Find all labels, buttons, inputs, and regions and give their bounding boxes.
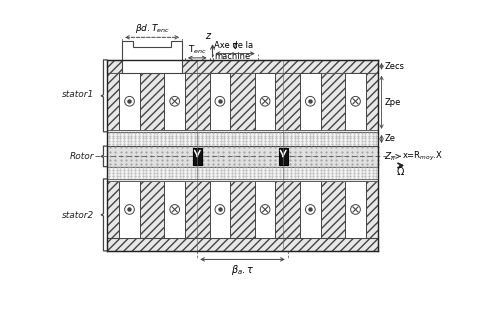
Bar	[209, 181, 230, 238]
Bar	[345, 181, 365, 238]
Bar	[254, 181, 275, 238]
Text: stator1: stator1	[61, 90, 94, 99]
Text: $\Omega$: $\Omega$	[395, 165, 404, 177]
Bar	[106, 179, 378, 181]
Text: z: z	[205, 31, 210, 41]
Bar	[300, 181, 320, 238]
Bar	[106, 132, 378, 146]
Text: Ze: Ze	[384, 134, 394, 143]
Bar	[106, 73, 378, 130]
Text: $Z_{ri}$: $Z_{ri}$	[383, 150, 396, 163]
Text: x=R$_{moy}$.X: x=R$_{moy}$.X	[401, 150, 442, 163]
Bar	[164, 73, 184, 130]
Bar	[119, 181, 139, 238]
Text: $\beta_a.\tau$: $\beta_a.\tau$	[230, 263, 254, 277]
Bar	[209, 73, 230, 130]
Bar	[106, 146, 378, 166]
Text: T$_{enc}$: T$_{enc}$	[187, 43, 206, 56]
Bar	[345, 73, 365, 130]
Text: Zpe: Zpe	[384, 98, 400, 107]
Text: Axe de la
machine: Axe de la machine	[214, 41, 253, 61]
Bar	[106, 238, 378, 251]
Text: Zecs: Zecs	[384, 62, 404, 71]
Bar	[106, 60, 378, 73]
Text: Rotor: Rotor	[69, 152, 94, 161]
Bar	[164, 181, 184, 238]
Text: $\tau$: $\tau$	[231, 41, 239, 51]
Bar	[106, 166, 378, 181]
Bar	[106, 130, 378, 132]
Bar	[192, 148, 201, 165]
Polygon shape	[122, 41, 182, 73]
Bar	[119, 73, 139, 130]
Bar	[106, 181, 378, 238]
Text: stator2: stator2	[61, 212, 94, 220]
Bar	[254, 73, 275, 130]
Bar	[278, 148, 287, 165]
Bar	[300, 73, 320, 130]
Text: $\beta d.T_{enc}$: $\beta d.T_{enc}$	[135, 22, 169, 35]
